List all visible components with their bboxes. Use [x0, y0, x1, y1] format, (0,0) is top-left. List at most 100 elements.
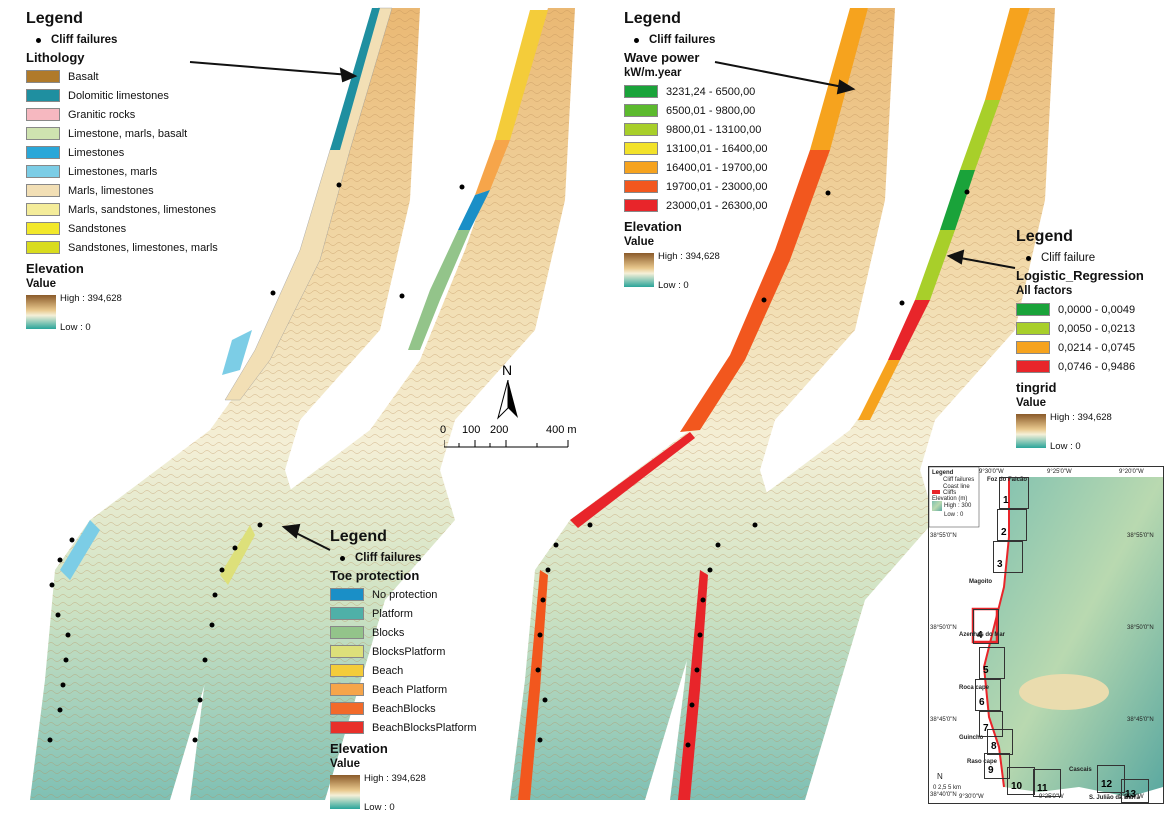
inset-legend-title: Legend	[932, 470, 954, 476]
scale-tick-0: 0	[440, 424, 447, 436]
legend-items: No protection Platform Blocks BlocksPlatfor…	[330, 585, 477, 737]
value-label: Value	[26, 278, 57, 290]
legend-swatch	[1016, 360, 1050, 373]
legend-swatch	[26, 108, 60, 121]
inset-section-box: 8	[987, 729, 1013, 755]
legend-item: 16400,01 - 19700,00	[624, 158, 768, 177]
legend-item: 0,0214 - 0,0745	[1016, 338, 1144, 357]
legend-toe-protection: Legend Cliff failures Toe protection No …	[330, 528, 477, 813]
inset-place: Azenhas do Mar	[959, 632, 1006, 638]
inset-place: Foz do Falcão	[987, 477, 1028, 483]
inset-place: Cascais	[1069, 767, 1092, 773]
legend-item: Blocks	[330, 623, 477, 642]
legend-logistic-regression: Legend Cliff failure Logistic_Regression…	[1016, 228, 1144, 452]
legend-title: Legend	[26, 10, 83, 27]
elevation-ramp: High : 394,628 Low : 0	[1016, 412, 1144, 452]
legend-item: Marls, sandstones, limestones	[26, 200, 218, 219]
legend-sub: All factors	[1016, 285, 1073, 297]
scale-tick-200: 200	[490, 424, 509, 436]
elevation-heading: Elevation	[26, 261, 84, 276]
inset-section-number: 4	[977, 630, 983, 641]
legend-item: 0,0746 - 0,9486	[1016, 357, 1144, 376]
cliff-dot-icon	[340, 555, 345, 561]
inset-legend-elev: Elevation (m)	[932, 496, 968, 502]
inset-place: Magoito	[969, 579, 992, 585]
inset-terrain	[929, 467, 1163, 803]
legend-item-label: Marls, sandstones, limestones	[68, 203, 216, 216]
legend-item-label: Granitic rocks	[68, 108, 136, 121]
legend-swatch	[26, 203, 60, 216]
inset-legend-high: High : 300	[944, 503, 972, 509]
legend-lithology: Legend Cliff failures Lithology Basalt Do…	[26, 10, 218, 333]
legend-item: Beach	[330, 661, 477, 680]
value-label: Value	[1016, 397, 1047, 409]
legend-item: Basalt	[26, 67, 218, 86]
inset-lon-bottom: 9°30'0"W	[959, 794, 984, 800]
inset-legend-item: Cliffs	[943, 490, 957, 496]
inset-section-number: 3	[997, 559, 1003, 570]
north-label: N	[502, 362, 513, 378]
value-label: Value	[330, 758, 361, 770]
legend-item-label: BeachBlocksPlatform	[372, 721, 477, 734]
inset-section-number: 10	[1011, 781, 1023, 792]
inset-section-box: 7	[979, 711, 1003, 737]
legend-swatch	[330, 607, 364, 620]
cliff-dot-icon	[1026, 255, 1031, 261]
inset-lat-right: 38°55'0"N	[1127, 533, 1154, 539]
legend-item-label: Sandstones	[68, 222, 127, 235]
legend-item-label: 0,0746 - 0,9486	[1058, 360, 1136, 373]
value-label: Value	[624, 236, 655, 248]
inset-section-number: 7	[983, 723, 989, 734]
legend-swatch	[26, 89, 60, 102]
legend-cliff-failures: Cliff failures	[340, 552, 477, 564]
legend-item-label: Beach Platform	[372, 683, 448, 696]
legend-item: 9800,01 - 13100,00	[624, 120, 768, 139]
inset-place: S. Julião da Barra	[1089, 795, 1140, 801]
inset-section-number: 5	[983, 665, 989, 676]
inset-lon-top: 9°25'0"W	[1047, 469, 1072, 475]
legend-item: BlocksPlatform	[330, 642, 477, 661]
inset-lon-bottom: 9°20'0"W	[1119, 794, 1144, 800]
inset-section-number: 2	[1001, 527, 1007, 538]
map-logistic-regression	[670, 8, 1055, 800]
inset-legend-item: Cliff failures	[943, 477, 975, 483]
legend-item: 19700,01 - 23000,00	[624, 177, 768, 196]
cliff-dot-icon	[36, 37, 41, 43]
legend-swatch	[26, 222, 60, 235]
legend-swatch	[624, 199, 658, 212]
legend-title: Legend	[1016, 228, 1073, 245]
legend-swatch	[330, 683, 364, 696]
legend-item: Sandstones	[26, 219, 218, 238]
legend-cliff-failures: Cliff failures	[36, 34, 218, 46]
legend-title: Legend	[624, 10, 681, 27]
inset-lat-right: 38°45'0"N	[1127, 717, 1154, 723]
inset-lon-top: 9°30'0"W	[979, 469, 1004, 475]
legend-item-label: BeachBlocks	[372, 702, 436, 715]
map-wave-power	[510, 8, 895, 800]
inset-section-number: 6	[979, 697, 985, 708]
legend-swatch	[624, 180, 658, 193]
legend-item-label: Dolomitic limestones	[68, 89, 169, 102]
legend-item-label: Blocks	[372, 626, 405, 639]
legend-swatch	[26, 184, 60, 197]
legend-cliff-failure: Cliff failure	[1026, 252, 1144, 264]
legend-item: 13100,01 - 16400,00	[624, 139, 768, 158]
legend-item: Platform	[330, 604, 477, 623]
inset-place: Roca cape	[959, 685, 990, 691]
elevation-ramp: High : 394,628 Low : 0	[330, 773, 477, 813]
elevation-heading: tingrid	[1016, 380, 1057, 395]
inset-lat-left: 38°40'0"N	[930, 792, 957, 798]
inset-section-box: 9	[984, 753, 1010, 779]
legend-item: BeachBlocksPlatform	[330, 718, 477, 737]
legend-swatch	[330, 721, 364, 734]
cliff-failure-dots	[47, 182, 970, 748]
north-arrow-icon	[497, 380, 518, 420]
inset-section-number: 12	[1101, 779, 1113, 790]
legend-item: No protection	[330, 585, 477, 604]
legend-item-label: 3231,24 - 6500,00	[666, 85, 756, 98]
legend-swatch	[624, 85, 658, 98]
legend-item-label: BlocksPlatform	[372, 645, 446, 658]
legend-item-label: Beach	[372, 664, 404, 677]
inset-section-box: 1	[999, 477, 1029, 509]
